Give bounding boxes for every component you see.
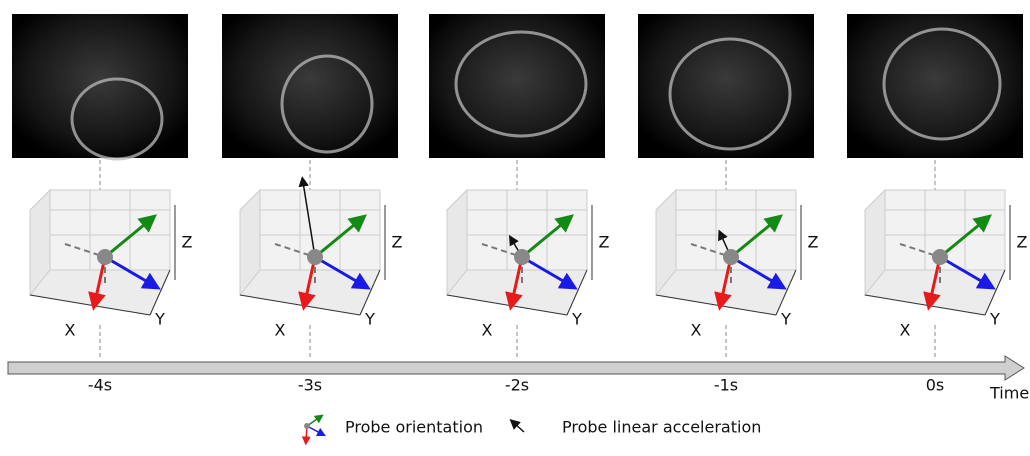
axis-label: Y	[364, 310, 375, 329]
axis-label: Z	[392, 233, 403, 252]
probe-center	[514, 249, 530, 265]
probe-center	[723, 249, 739, 265]
time-label: -4s	[88, 376, 112, 395]
axis-label: X	[900, 321, 911, 340]
axis-label: Z	[808, 233, 819, 252]
axis-label: X	[482, 321, 493, 340]
axis-label: Y	[989, 310, 1000, 329]
panel: X Y Z 0s	[847, 14, 1028, 395]
time-label: 0s	[926, 376, 945, 395]
axis-label: X	[275, 321, 286, 340]
ultrasound-image	[638, 14, 814, 158]
legend: Probe orientation Probe linear accelerat…	[304, 417, 761, 441]
legend-icon	[514, 423, 524, 432]
ultrasound-image	[847, 14, 1023, 158]
ultrasound-image	[12, 14, 188, 158]
time-label: -2s	[505, 376, 529, 395]
axis-label: Y	[571, 310, 582, 329]
time-label: -1s	[714, 376, 738, 395]
legend-text: Probe orientation	[345, 418, 483, 437]
axis-label: X	[691, 321, 702, 340]
legend-icon	[304, 423, 310, 429]
axis-label: X	[65, 321, 76, 340]
panel: X Y Z -1s	[638, 14, 819, 395]
timeline-label: Time	[989, 384, 1029, 403]
time-label: -3s	[298, 376, 322, 395]
panel: X Y Z -2s	[429, 14, 610, 395]
axis-label: Z	[1017, 233, 1028, 252]
figure: Time Probe orientation Probe linear acce…	[0, 0, 1030, 452]
panel: X Y Z -3s	[222, 14, 403, 395]
legend-text: Probe linear acceleration	[562, 418, 761, 437]
probe-center	[307, 249, 323, 265]
ultrasound-image	[222, 14, 398, 158]
axis-label: Y	[780, 310, 791, 329]
axis-label: Z	[599, 233, 610, 252]
axis-label: Y	[154, 310, 165, 329]
axis-label: Z	[182, 233, 193, 252]
probe-center	[97, 249, 113, 265]
probe-center	[932, 249, 948, 265]
panel: X Y Z -4s	[12, 14, 193, 395]
